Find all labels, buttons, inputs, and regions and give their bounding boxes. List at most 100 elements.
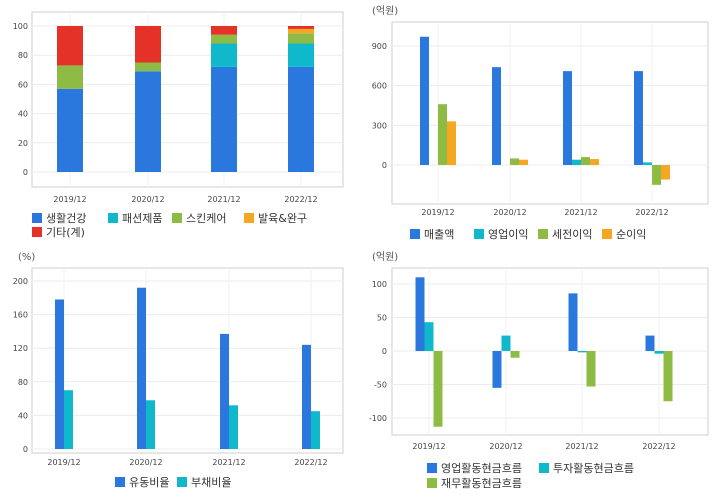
bar [288, 33, 314, 44]
bar [492, 67, 501, 165]
bar [288, 43, 314, 67]
bar [288, 28, 314, 34]
y-tick-label: 80 [18, 51, 28, 60]
bar [57, 65, 83, 89]
unit-label-3: (%) [18, 252, 35, 263]
bar [519, 159, 528, 165]
legend-label: 투자활동현금흐름 [553, 461, 634, 475]
bar [211, 26, 237, 35]
legend-label: 재무활동현금흐름 [441, 476, 522, 490]
x-tick-label: 2022/12 [294, 458, 327, 467]
bar [415, 277, 425, 351]
legend-swatch [115, 477, 125, 487]
y-tick-label: 50 [377, 314, 387, 323]
legend-swatch [172, 213, 182, 223]
bar [654, 351, 664, 354]
x-tick-label: 2021/12 [565, 442, 598, 451]
bar [135, 26, 161, 63]
bar [568, 293, 578, 351]
bar [501, 335, 511, 351]
legend-swatch [539, 463, 549, 473]
y-tick-label: 40 [18, 110, 28, 119]
bar [64, 390, 73, 449]
legend-label: 영업활동현금흐름 [441, 461, 522, 475]
legend-label: 발육&완구 [258, 212, 307, 225]
legend-swatch [474, 229, 484, 239]
x-tick-label: 2020/12 [489, 442, 522, 451]
legend-swatch [538, 229, 548, 239]
bar [586, 351, 596, 387]
bar [438, 104, 447, 165]
legend-swatch [602, 229, 612, 239]
legend-swatch [427, 463, 437, 473]
legend-label: 부채비율 [191, 476, 231, 489]
bar [447, 121, 456, 165]
legend-label: 생활건강 [46, 211, 86, 225]
bar [220, 333, 229, 449]
legend-swatch [177, 477, 187, 487]
legend-swatch [32, 213, 42, 223]
chart-panel-3: (%) 0 40 80 120 160 200 2019/12 2020/12 2021/12 2… [13, 252, 344, 489]
bar [492, 351, 502, 388]
chart-panel-4: (억원) -100 -50 0 50 100 2019/12 2020/12 2021/12 2… [369, 251, 709, 490]
legend-swatch [427, 478, 437, 488]
bar [211, 66, 237, 172]
y-tick-label: 900 [372, 42, 387, 51]
legend-label: 순이익 [616, 228, 646, 241]
y-tick-label: 100 [13, 22, 28, 31]
bar [211, 43, 237, 67]
legend-swatch [32, 227, 42, 237]
x-tick-label: 2022/12 [642, 442, 675, 451]
y-tick-label: 600 [372, 82, 387, 91]
y-tick-label: 100 [372, 280, 387, 289]
bar [652, 165, 661, 185]
bar [590, 159, 599, 165]
y-tick-label: 0 [23, 445, 28, 454]
unit-label-2: (억원) [372, 5, 398, 17]
x-tick-label: 2022/12 [635, 208, 668, 217]
bar [146, 400, 155, 449]
y-tick-label: 40 [18, 411, 28, 420]
bar [57, 88, 83, 172]
legend-label: 영업이익 [488, 228, 528, 241]
bar [510, 158, 519, 165]
y-tick-label: 0 [382, 347, 387, 356]
legend-label: 유동비율 [129, 476, 169, 489]
bar [634, 71, 643, 165]
bar [577, 351, 587, 353]
bar [424, 322, 434, 351]
x-tick-label: 2021/12 [212, 458, 245, 467]
legend-label: 기타(계) [46, 226, 85, 239]
bar [211, 34, 237, 44]
bar [288, 66, 314, 172]
bar [135, 71, 161, 172]
bar [663, 351, 673, 402]
x-tick-label: 2019/12 [53, 195, 86, 204]
x-tick-label: 2019/12 [421, 208, 454, 217]
bar [420, 36, 429, 165]
x-tick-label: 2019/12 [47, 458, 80, 467]
bar [302, 344, 311, 449]
y-tick-label: -50 [374, 381, 387, 390]
bar [55, 299, 64, 449]
bar [135, 62, 161, 72]
bar [563, 71, 572, 165]
x-tick-label: 2019/12 [412, 442, 445, 451]
x-tick-label: 2020/12 [131, 195, 164, 204]
bar [229, 405, 238, 449]
bar [433, 351, 443, 427]
bar [661, 165, 670, 180]
plot-frame-3 [31, 267, 344, 454]
y-tick-label: 0 [23, 168, 28, 177]
x-tick-label: 2020/12 [493, 208, 526, 217]
bar [137, 287, 146, 449]
legend-label: 매출액 [424, 228, 454, 241]
legend-swatch [108, 213, 118, 223]
x-tick-label: 2021/12 [207, 195, 240, 204]
bar [572, 159, 581, 165]
legend-label: 패션제품 [122, 212, 162, 225]
bar [311, 411, 320, 449]
legend-label: 세전이익 [552, 228, 592, 241]
x-tick-label: 2020/12 [129, 458, 162, 467]
